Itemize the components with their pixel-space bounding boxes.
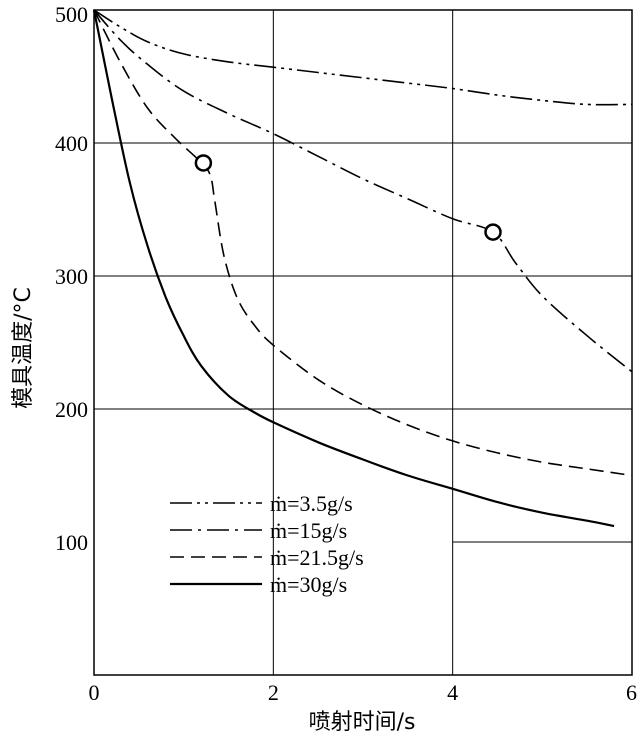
y-tick-label: 500 [55,2,88,27]
y-tick-label: 400 [55,131,88,156]
transition-marker [194,154,213,172]
series-line-4 [92,9,615,528]
y-axis-title: 模具温度/°C [11,287,36,409]
y-tick-label: 200 [55,397,88,422]
legend-label: ṁ=15g/s [270,518,347,543]
transition-marker [484,223,502,241]
y-tick-label: 100 [55,530,88,555]
legend: ṁ=3.5g/sṁ=15g/sṁ=21.5g/sṁ=30g/s [170,491,364,597]
transition-markers [194,154,502,241]
series-line-3 [93,9,633,477]
x-axis-title: 喷射时间/s [309,710,416,735]
series-line-2 [93,9,633,373]
legend-label: ṁ=3.5g/s [270,491,353,516]
plot-frame [93,9,633,676]
grid [94,10,632,675]
legend-label: ṁ=21.5g/s [270,545,364,570]
plot-border [93,9,633,676]
x-tick-label: 4 [447,680,458,705]
series-line-1 [93,9,633,106]
legend-label: ṁ=30g/s [270,572,347,597]
x-tick-label: 2 [268,680,279,705]
x-tick-label: 0 [89,680,100,705]
y-tick-label: 300 [55,264,88,289]
tick-labels: 0 2 4 6 100 200 300 400 500 [55,2,637,705]
series-lines [92,9,633,528]
x-tick-label: 6 [626,680,637,705]
